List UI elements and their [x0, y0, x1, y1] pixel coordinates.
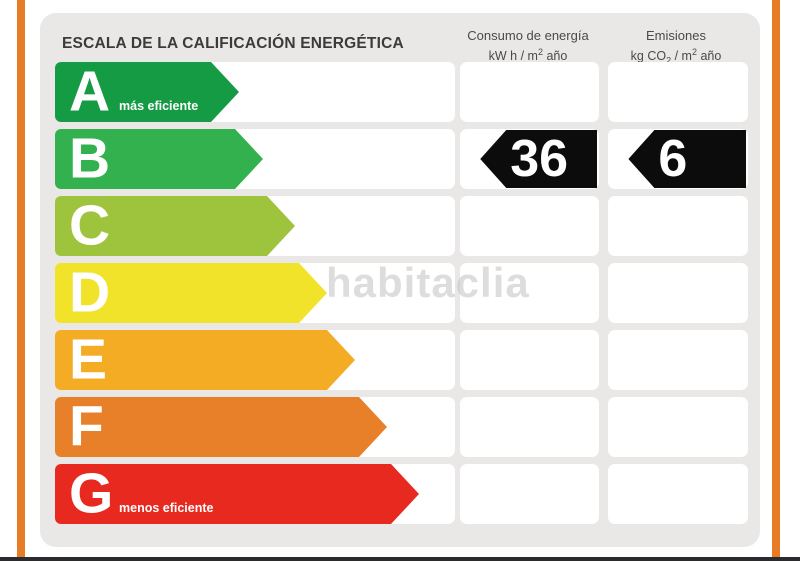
emisiones-value: 6 — [658, 130, 688, 188]
emisiones-cell-b: 6 — [608, 129, 748, 189]
left-accent-bar — [17, 0, 25, 557]
consumo-cell-a — [460, 62, 599, 122]
consumo-cell-b: 36 — [460, 129, 599, 189]
grade-letter-c: C — [69, 193, 111, 258]
column-header-consumo: Consumo de energía kW h / m2 año — [443, 27, 613, 65]
consumo-cell-d — [460, 263, 599, 323]
grade-letter-f: F — [69, 394, 104, 459]
emisiones-unit: kg CO2 / m2 año — [630, 47, 722, 66]
efficiency-note-a: más eficiente — [119, 99, 199, 113]
grade-letter-d: D — [69, 260, 111, 325]
rating-row-c: C — [55, 196, 748, 256]
consumo-cell-c — [460, 196, 599, 256]
emisiones-cell-f — [608, 397, 748, 457]
emisiones-cell-e — [608, 330, 748, 390]
rating-row-f: F — [55, 397, 748, 457]
scale-cell-c: C — [55, 196, 455, 256]
rating-arrow-b: B — [55, 129, 263, 189]
consumo-label: Consumo de energía — [467, 28, 589, 43]
grade-letter-e: E — [69, 327, 108, 392]
emisiones-label: Emisiones — [646, 28, 706, 43]
scale-cell-b: B — [55, 129, 455, 189]
consumo-value: 36 — [510, 130, 569, 188]
consumo-cell-g — [460, 464, 599, 524]
rating-panel: ESCALA DE LA CALIFICACIÓN ENERGÉTICA Con… — [40, 13, 760, 547]
consumo-value-badge: 36 — [480, 130, 597, 188]
rating-row-b: B 36 6 — [55, 129, 748, 189]
scale-cell-d: D — [55, 263, 455, 323]
grade-letter-g: G — [69, 461, 114, 526]
rating-arrow-c: C — [55, 196, 295, 256]
emisiones-value-badge: 6 — [628, 130, 746, 188]
grade-letter-a: A — [69, 59, 111, 124]
emisiones-cell-a — [608, 62, 748, 122]
consumo-cell-e — [460, 330, 599, 390]
bottom-divider — [0, 557, 800, 561]
scale-cell-f: F — [55, 397, 455, 457]
efficiency-note-g: menos eficiente — [119, 501, 214, 515]
emisiones-cell-d — [608, 263, 748, 323]
page-title: ESCALA DE LA CALIFICACIÓN ENERGÉTICA — [62, 35, 404, 52]
consumo-unit: kW h / m2 año — [488, 47, 568, 64]
rating-arrow-f: F — [55, 397, 387, 457]
grade-letter-b: B — [69, 126, 111, 191]
rating-arrow-e: E — [55, 330, 355, 390]
consumo-cell-f — [460, 397, 599, 457]
rating-row-d: D — [55, 263, 748, 323]
scale-cell-e: E — [55, 330, 455, 390]
right-accent-bar — [772, 0, 780, 557]
emisiones-cell-g — [608, 464, 748, 524]
rating-row-e: E — [55, 330, 748, 390]
rating-arrow-d: D — [55, 263, 327, 323]
column-header-emisiones: Emisiones kg CO2 / m2 año — [591, 27, 761, 70]
emisiones-cell-c — [608, 196, 748, 256]
